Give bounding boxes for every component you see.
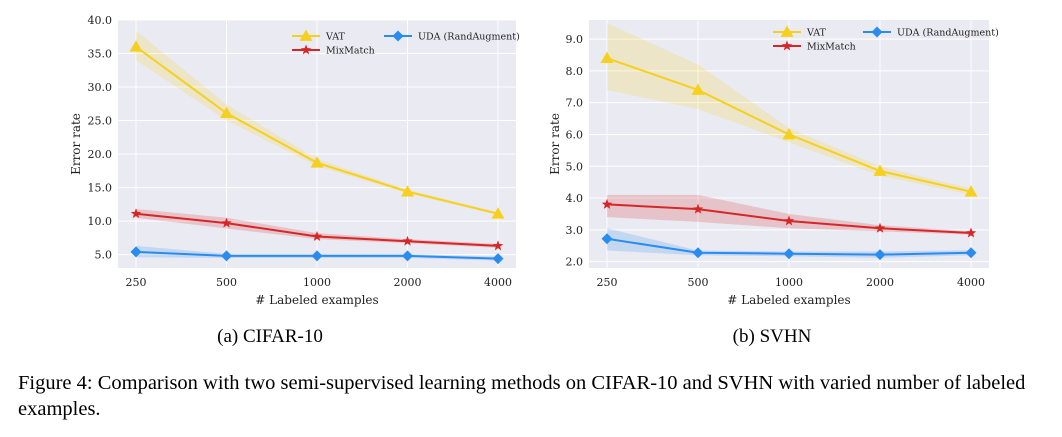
y-tick-label: 3.0: [566, 224, 584, 237]
data-point: [129, 40, 143, 52]
data-point: [311, 250, 323, 262]
data-point: [220, 106, 233, 119]
data-point: [402, 235, 413, 246]
x-tick-label: 2000: [394, 276, 422, 289]
series-vat: [600, 23, 978, 197]
legend-label: VAT: [325, 32, 346, 43]
y-tick-label: 7.0: [566, 97, 584, 110]
y-tick-label: 25.0: [88, 115, 113, 128]
series-uda-randaugment: [130, 245, 504, 265]
data-point: [600, 51, 614, 64]
legend-item: MixMatch: [773, 40, 856, 53]
data-point: [965, 247, 977, 259]
x-tick-label: 500: [688, 276, 709, 289]
data-point: [492, 253, 504, 265]
confidence-band: [607, 23, 971, 195]
legend-label: MixMatch: [807, 42, 856, 53]
x-tick-label: 250: [126, 276, 147, 289]
x-tick-label: 2000: [866, 276, 894, 289]
legend-label: MixMatch: [326, 46, 375, 57]
legend-item: VAT: [292, 29, 346, 43]
data-point: [601, 233, 613, 245]
y-axis-label: Error rate: [69, 113, 83, 175]
legend-item: UDA (RandAugment): [384, 30, 520, 43]
subcaption-cifar10: (a) CIFAR-10: [217, 326, 323, 347]
y-tick-label: 5.0: [95, 249, 113, 262]
legend-marker: [300, 44, 312, 55]
data-point: [874, 249, 886, 261]
data-point: [491, 207, 505, 219]
data-point: [964, 185, 978, 197]
legend-marker: [299, 29, 313, 41]
y-tick-label: 2.0: [566, 256, 584, 269]
chart-svhn: 2.0 3.0 4.0 5.0 6.0 7.0 8.0 9.0 250 500 1000 2000 40…: [548, 20, 999, 307]
data-point: [492, 240, 504, 251]
y-axis-label: Error rate: [548, 113, 562, 175]
data-point: [402, 250, 413, 262]
data-point: [783, 215, 795, 226]
x-axis-label: # Labeled examples: [255, 293, 378, 307]
series-mixmatch: [130, 208, 504, 251]
data-point: [130, 208, 142, 219]
data-point: [221, 250, 232, 262]
y-tick-label: 35.0: [88, 48, 113, 61]
data-point: [691, 83, 705, 95]
y-tick-label: 20.0: [88, 148, 113, 161]
legend-marker: [871, 26, 883, 38]
x-tick-label: 1000: [303, 276, 331, 289]
x-tick-label: 250: [597, 276, 618, 289]
y-tick-label: 30.0: [88, 81, 113, 94]
y-tick-label: 40.0: [88, 14, 113, 27]
data-point: [311, 231, 323, 241]
legend-label: VAT: [806, 28, 827, 39]
gridlines: [118, 19, 516, 268]
y-tick-label: 8.0: [566, 65, 584, 78]
data-point: [221, 217, 232, 228]
series-mixmatch: [601, 194, 977, 238]
legend-item: MixMatch: [292, 44, 375, 57]
legend-label: UDA (RandAugment): [418, 32, 520, 43]
data-point: [782, 127, 796, 140]
legend-marker: [781, 40, 793, 51]
legend-marker: [780, 25, 794, 37]
legend-item: VAT: [773, 25, 827, 39]
series-uda-randaugment: [601, 228, 977, 261]
x-tick-label: 500: [216, 276, 237, 289]
legend-item: UDA (RandAugment): [863, 26, 999, 39]
data-point: [783, 248, 795, 260]
x-axis-label: # Labeled examples: [727, 293, 850, 307]
data-point: [692, 247, 704, 259]
subcaption-svhn: (b) SVHN: [732, 326, 812, 347]
data-point: [692, 203, 704, 214]
y-tick-label: 6.0: [566, 128, 584, 141]
x-tick-label: 4000: [484, 276, 512, 289]
legend-marker: [392, 30, 404, 42]
data-point: [401, 185, 414, 197]
y-tick-label: 9.0: [566, 33, 584, 46]
data-point: [310, 156, 324, 168]
y-tick-label: 15.0: [88, 182, 113, 195]
x-tick-label: 4000: [957, 276, 985, 289]
data-point: [601, 198, 613, 209]
data-point: [873, 164, 887, 176]
y-tick-label: 5.0: [566, 160, 584, 173]
data-point: [130, 246, 142, 258]
legend: VAT MixMatch UDA (RandAugment): [292, 29, 520, 57]
data-point: [874, 222, 886, 233]
chart-cifar10: 5.0 10.0 15.0 20.0 25.0 30.0 35.0 40.0 250 500 100…: [69, 14, 520, 307]
data-point: [965, 227, 977, 238]
x-tick-label: 1000: [775, 276, 803, 289]
legend-label: UDA (RandAugment): [897, 28, 999, 39]
y-tick-label: 10.0: [88, 215, 113, 228]
series-vat: [129, 30, 505, 219]
figure-caption: Figure 4: Comparison with two semi-super…: [18, 372, 1026, 420]
legend: VAT MixMatch UDA (RandAugment): [773, 25, 999, 53]
y-tick-label: 4.0: [566, 192, 584, 205]
